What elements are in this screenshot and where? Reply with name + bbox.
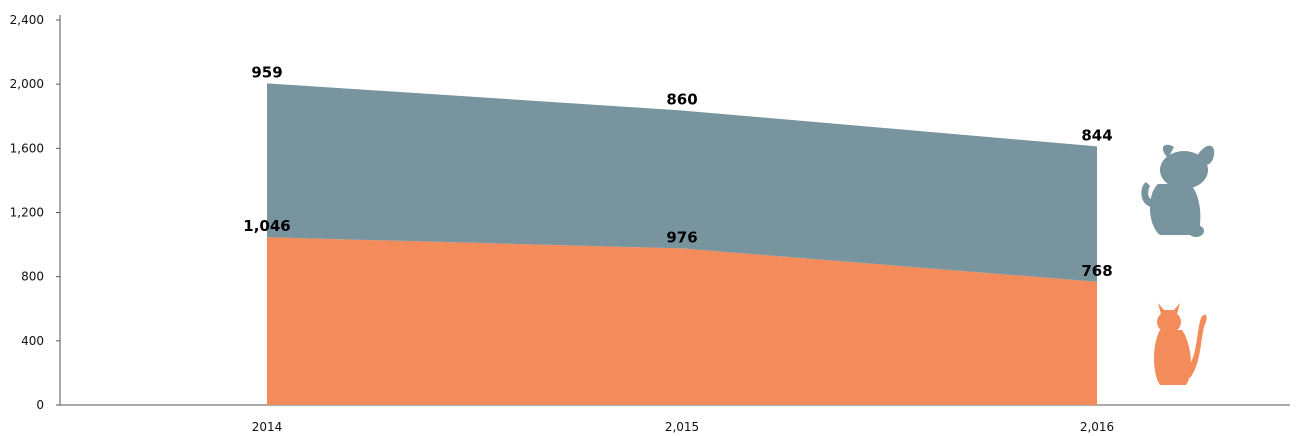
x-tick-label: 2,016 xyxy=(1080,420,1114,434)
data-label: 860 xyxy=(666,90,697,108)
x-tick-label: 2014 xyxy=(252,420,283,434)
dog-icon xyxy=(1141,144,1215,237)
y-tick-label: 0 xyxy=(36,398,44,412)
data-label: 959 xyxy=(251,63,282,81)
x-axis: 2014 2,015 2,016 xyxy=(60,404,1290,434)
data-label: 844 xyxy=(1081,126,1112,144)
data-label: 1,046 xyxy=(243,217,290,235)
y-tick-label: 1,200 xyxy=(10,206,44,220)
y-tick-label: 800 xyxy=(21,270,44,284)
plot-areas xyxy=(267,83,1097,405)
cat-icon xyxy=(1154,303,1207,385)
data-label: 768 xyxy=(1081,262,1112,280)
data-label: 976 xyxy=(666,228,697,246)
y-tick-label: 1,600 xyxy=(10,141,44,155)
area-series-1 xyxy=(267,237,1097,405)
y-tick-label: 400 xyxy=(21,334,44,348)
x-tick-label: 2,015 xyxy=(665,420,699,434)
data-labels: 1,046 976 768 959 860 844 xyxy=(243,63,1112,279)
y-axis: 0 400 800 1,200 1,600 2,000 2,400 xyxy=(10,13,61,412)
y-tick-label: 2,400 xyxy=(10,13,44,27)
area-series-2 xyxy=(267,83,1097,282)
y-tick-label: 2,000 xyxy=(10,77,44,91)
